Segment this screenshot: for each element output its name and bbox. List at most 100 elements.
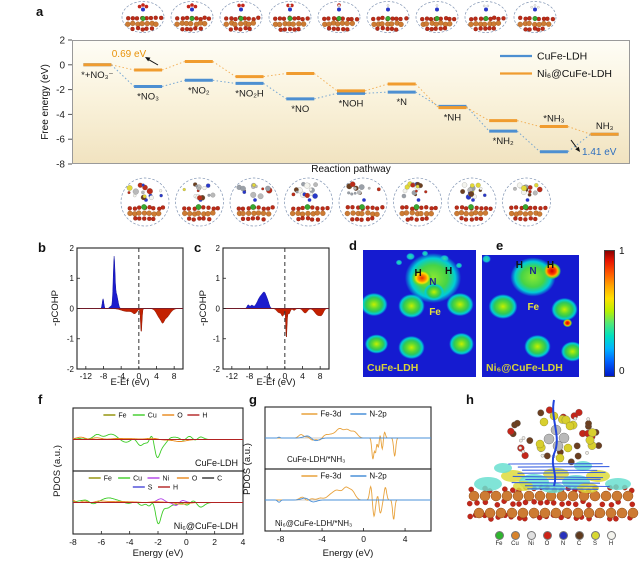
panel-f-pdos-plot: PDOS (a.u.) Energy (eV) CuFe-LDH Ni₆@CuF… <box>52 407 246 559</box>
inset-slab-atom <box>233 26 239 31</box>
inset-slab-atom <box>325 205 330 211</box>
c-atom <box>526 437 534 444</box>
inset-atom <box>149 195 154 200</box>
inset-slab-atom <box>345 27 350 32</box>
legend-label-O: O <box>177 413 183 420</box>
category-label: *NO₂ <box>188 85 210 96</box>
inset-atom <box>127 191 131 195</box>
inset-slab-atom <box>492 15 497 20</box>
inset-atom <box>242 190 247 194</box>
inset-slab-atom <box>420 216 425 222</box>
inset-slab-atom <box>365 217 371 222</box>
inset-fe-atom <box>140 16 146 22</box>
inset-slab-atom <box>538 206 543 211</box>
inset-slab-atom <box>127 210 133 217</box>
inset-atom <box>475 182 481 188</box>
inset-slab-atom <box>459 205 465 210</box>
inset-slab-atom <box>528 205 533 211</box>
inset-fe-atom <box>359 204 365 210</box>
o-atom <box>575 408 583 417</box>
inset-slab-atom <box>266 206 271 211</box>
inset-slab-atom <box>527 210 533 217</box>
inset-slab-atom <box>186 206 192 211</box>
inset-slab-atom <box>354 17 360 22</box>
inset-atom <box>353 186 357 190</box>
slab-cu-atom <box>550 507 562 519</box>
inset-slab-atom <box>527 27 532 32</box>
step-connector <box>466 107 490 122</box>
inset-atom <box>472 194 477 199</box>
y-axis-tick-label: 2 <box>59 36 65 47</box>
inset-slab-atom <box>483 206 489 211</box>
element-label: N <box>560 541 566 547</box>
inset-slab-atom <box>527 16 532 21</box>
slab-o-atom <box>466 500 473 507</box>
element-dot-O <box>542 531 552 540</box>
element-legend-item: N <box>555 531 571 547</box>
h-atom <box>586 417 590 421</box>
panel-g-ylabel: PDOS (a.u.) <box>242 443 253 495</box>
inset-slab-atom <box>141 210 148 216</box>
inset-slab-atom <box>380 15 385 21</box>
inset-slab-atom <box>419 205 424 210</box>
y-tick-label: 2 <box>216 244 221 253</box>
inset-slab-atom <box>477 210 484 217</box>
inset-slab-atom <box>126 16 131 21</box>
inset-n-atom <box>435 7 439 12</box>
inset-h-atom <box>435 4 439 7</box>
slab-cu-atom <box>556 490 568 502</box>
slab-cu-atom <box>517 507 529 519</box>
inset-atom <box>527 185 533 190</box>
inset-slab-atom <box>175 16 180 21</box>
element-dot-Ni <box>526 531 536 540</box>
slab-o-atom <box>494 502 501 508</box>
inset-fe-atom <box>468 204 474 210</box>
inset-slab-atom <box>473 26 478 32</box>
inset-slab-atom <box>523 27 528 32</box>
element-label: H <box>608 541 614 547</box>
inset-slab-atom <box>291 206 296 211</box>
inset-n-atom <box>288 7 292 12</box>
inset-atom <box>313 182 318 187</box>
inset-slab-atom <box>276 21 283 28</box>
atom-label-H: H <box>445 265 453 277</box>
x-tick-label: -8 <box>277 534 285 544</box>
h-atom <box>540 453 545 458</box>
legend-label-Ni: Ni <box>163 476 170 483</box>
panel-a-ylabel: Free energy (eV) <box>40 64 51 140</box>
slab-cu-atom <box>594 507 606 519</box>
atom-label-N: N <box>429 277 437 289</box>
inset-slab-atom <box>341 27 346 32</box>
inset-slab-atom <box>390 16 395 21</box>
inset-slab-atom <box>315 206 320 211</box>
isosurface-cyan <box>541 483 565 493</box>
inset-fe-atom <box>287 16 293 22</box>
step-connector <box>212 79 236 84</box>
inset-atom <box>521 185 527 192</box>
h-atom <box>518 446 523 450</box>
x-tick-label: -8 <box>100 371 108 381</box>
inset-n-atom <box>386 7 390 12</box>
legend-label-Fe-3d: Fe-3d <box>320 472 341 481</box>
inset-slab-atom <box>541 20 547 27</box>
inset-atom <box>349 181 356 187</box>
inset-slab-atom <box>315 217 321 222</box>
inset-slab-atom <box>130 16 135 21</box>
panel-f-top-label: CuFe-LDH <box>195 458 238 468</box>
panel-g-pdos-plot: PDOS (a.u.) Energy (eV) CuFe-LDH/*NH₃ Ni… <box>242 406 432 559</box>
inset-slab-atom <box>187 211 193 217</box>
inset-slab-atom <box>238 21 244 27</box>
element-label: Ni <box>528 541 534 547</box>
annotation-barrier-arrowhead <box>145 57 151 62</box>
step-connector <box>111 64 135 71</box>
inset-slab-atom <box>277 16 283 21</box>
inset-o-atom <box>286 3 290 8</box>
step-connector <box>466 106 490 132</box>
inset-slab-atom <box>496 16 501 22</box>
inset-slab-atom <box>359 217 364 222</box>
field-streamline <box>517 465 610 468</box>
legend-label-Fe: Fe <box>104 476 112 483</box>
element-label: Cu <box>511 541 519 547</box>
h-atom <box>585 451 589 455</box>
s-atom <box>563 443 573 453</box>
